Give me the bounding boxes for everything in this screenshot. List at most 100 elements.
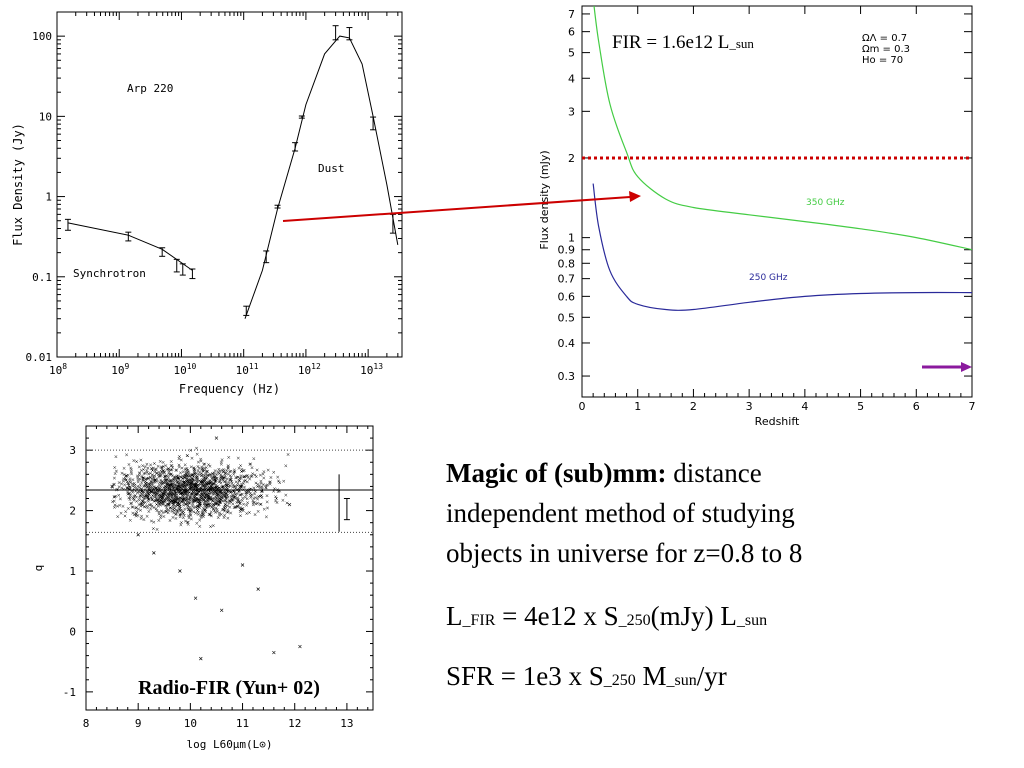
data-point bbox=[139, 487, 143, 491]
data-point bbox=[215, 497, 219, 501]
data-point bbox=[215, 491, 219, 495]
data-point bbox=[209, 474, 213, 478]
plot-frame bbox=[581, 5, 973, 398]
data-point bbox=[172, 482, 176, 486]
data-point bbox=[151, 466, 155, 470]
x-tick-label: 0 bbox=[579, 400, 586, 413]
data-point bbox=[225, 489, 229, 493]
data-point bbox=[231, 489, 235, 493]
cosmology-param: ΩΛ = 0.7 bbox=[862, 33, 907, 44]
data-point bbox=[191, 479, 195, 483]
data-point bbox=[150, 477, 154, 481]
data-point bbox=[262, 476, 266, 480]
data-point bbox=[187, 501, 191, 505]
data-point bbox=[177, 457, 181, 461]
data-point bbox=[176, 486, 180, 490]
data-point bbox=[245, 512, 249, 515]
data-point bbox=[231, 483, 235, 487]
data-point bbox=[157, 502, 160, 506]
data-point bbox=[226, 472, 230, 476]
data-point bbox=[128, 495, 132, 499]
series-label-350: 350 GHz bbox=[806, 198, 845, 208]
data-point bbox=[134, 512, 138, 516]
data-point bbox=[245, 489, 249, 492]
data-point bbox=[182, 497, 186, 501]
data-point bbox=[129, 470, 133, 474]
data-point bbox=[223, 509, 227, 513]
data-point bbox=[214, 502, 217, 506]
data-point bbox=[204, 505, 208, 509]
data-point bbox=[170, 509, 174, 513]
data-point bbox=[154, 496, 158, 500]
data-point bbox=[227, 485, 231, 489]
data-point bbox=[173, 485, 177, 489]
data-point bbox=[195, 477, 199, 481]
lfir-sub2: _250 bbox=[618, 612, 651, 629]
data-point bbox=[165, 467, 169, 471]
data-point bbox=[175, 508, 179, 512]
data-point bbox=[150, 504, 154, 508]
data-point bbox=[259, 490, 263, 493]
data-point bbox=[146, 466, 150, 470]
data-point bbox=[236, 498, 240, 502]
data-point bbox=[258, 494, 262, 498]
data-point bbox=[128, 498, 132, 502]
data-point bbox=[220, 496, 224, 499]
connector-arrow bbox=[282, 196, 631, 222]
data-point bbox=[156, 488, 159, 492]
data-point bbox=[115, 488, 118, 492]
data-point bbox=[204, 470, 208, 474]
data-point bbox=[199, 516, 203, 520]
magic-bold: Magic of (sub)mm: bbox=[446, 458, 667, 488]
data-point bbox=[182, 513, 186, 517]
data-point bbox=[182, 503, 185, 507]
data-point bbox=[179, 496, 183, 500]
data-point bbox=[199, 495, 203, 499]
data-point bbox=[252, 488, 255, 492]
data-point bbox=[189, 513, 192, 517]
data-point bbox=[224, 488, 227, 492]
data-point bbox=[141, 499, 145, 503]
data-point bbox=[190, 492, 194, 496]
y-tick-label: 0.3 bbox=[558, 370, 576, 383]
data-point bbox=[162, 471, 166, 475]
outlier-point bbox=[152, 551, 156, 555]
data-point bbox=[147, 472, 151, 476]
data-point bbox=[126, 473, 130, 477]
data-point bbox=[172, 511, 176, 515]
data-point bbox=[233, 493, 237, 497]
data-point bbox=[169, 468, 173, 472]
data-point bbox=[278, 489, 282, 493]
data-point bbox=[278, 481, 282, 485]
data-point bbox=[264, 515, 268, 519]
data-point bbox=[112, 499, 116, 503]
data-point bbox=[223, 503, 227, 507]
data-point bbox=[266, 483, 270, 487]
data-point bbox=[198, 518, 202, 522]
data-point bbox=[192, 510, 196, 514]
data-point bbox=[220, 489, 224, 493]
y-tick-label: 1 bbox=[568, 232, 575, 245]
data-point bbox=[152, 520, 156, 524]
data-point bbox=[214, 506, 218, 510]
x-tick-label: 2 bbox=[690, 400, 697, 413]
data-point bbox=[242, 502, 246, 506]
data-point bbox=[235, 505, 239, 508]
data-point bbox=[201, 469, 205, 473]
data-point bbox=[174, 516, 178, 520]
data-point bbox=[205, 503, 209, 507]
data-point bbox=[247, 490, 251, 494]
data-point bbox=[161, 460, 165, 464]
data-point bbox=[225, 469, 229, 473]
data-point bbox=[173, 496, 176, 500]
data-point bbox=[199, 503, 202, 507]
data-point bbox=[130, 505, 134, 509]
data-point bbox=[226, 495, 230, 499]
data-point bbox=[200, 511, 204, 515]
data-point bbox=[183, 484, 187, 488]
data-point bbox=[196, 483, 200, 487]
data-point bbox=[173, 490, 177, 493]
data-point bbox=[124, 478, 128, 482]
data-point bbox=[218, 469, 222, 473]
data-point bbox=[142, 468, 146, 471]
